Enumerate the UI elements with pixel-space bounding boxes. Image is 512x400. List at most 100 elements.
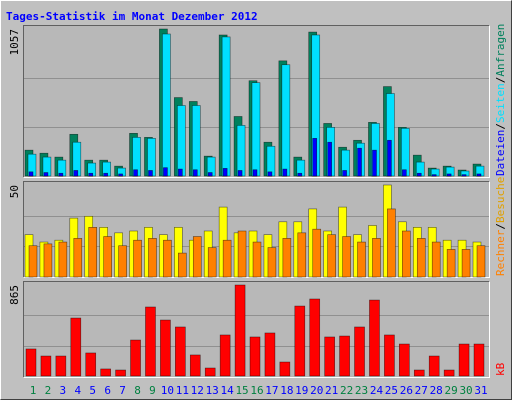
bar: [28, 171, 34, 177]
bar: [431, 174, 437, 177]
legend-separator: /: [494, 223, 507, 230]
legend-separator: /: [494, 123, 507, 130]
bar: [384, 334, 395, 377]
x-tick-label: 7: [119, 384, 126, 397]
bar: [118, 245, 127, 278]
bar: [267, 171, 273, 177]
bar: [163, 239, 172, 278]
chart-title: Tages-Statistik im Monat Dezember 2012: [6, 10, 258, 23]
bar: [252, 169, 258, 177]
bar: [55, 355, 67, 377]
bar: [58, 172, 64, 177]
bar: [163, 167, 168, 177]
y-tick-label: 50: [8, 185, 21, 198]
bar: [324, 336, 335, 377]
bar: [189, 354, 201, 377]
bar: [461, 249, 471, 278]
bar: [297, 232, 307, 278]
x-tick-label: 21: [325, 384, 338, 397]
legend-separator: /: [494, 77, 507, 84]
bar: [249, 336, 261, 377]
x-tick-label: 19: [295, 384, 308, 397]
x-tick-label: 13: [206, 384, 219, 397]
bar: [251, 82, 261, 177]
bar: [267, 247, 277, 278]
bar: [282, 238, 292, 278]
panel-bevel-dark: [23, 181, 490, 278]
bar: [357, 241, 366, 278]
bar: [387, 139, 392, 177]
bar: [207, 247, 217, 278]
bar: [191, 105, 201, 177]
bar: [327, 234, 336, 278]
bar: [204, 367, 216, 377]
bar: [85, 352, 97, 377]
x-tick-label: 22: [340, 384, 353, 397]
x-tick-label: 14: [221, 384, 235, 397]
bar: [369, 299, 380, 377]
bar: [73, 238, 83, 278]
legend-entry: Rechner: [494, 229, 507, 276]
bar: [297, 172, 303, 177]
bar: [294, 305, 306, 377]
y-tick-label: 865: [8, 285, 21, 305]
bar: [282, 168, 288, 177]
bar: [130, 339, 141, 377]
x-tick-label: 2: [45, 384, 52, 397]
legend: Dateien/Seiten/Anfragen: [494, 24, 507, 176]
bar: [162, 33, 171, 177]
x-tick-label: 12: [191, 384, 204, 397]
bar: [387, 208, 396, 278]
bar: [103, 172, 108, 177]
panel-bevel-dark: [23, 25, 490, 178]
bar: [446, 173, 452, 177]
bar: [342, 170, 347, 177]
bar: [446, 249, 456, 278]
bar: [309, 298, 321, 377]
y-tick-label: 1057: [8, 29, 21, 56]
bar: [342, 236, 351, 278]
bar: [252, 241, 262, 278]
bar: [416, 172, 422, 177]
bar: [133, 239, 142, 278]
x-tick-label: 1: [30, 384, 37, 397]
bar: [354, 326, 365, 377]
bar: [399, 343, 410, 377]
x-tick-label: 5: [89, 384, 96, 397]
legend-entry: Seiten: [494, 83, 507, 123]
x-tick-label: 24: [370, 384, 384, 397]
bar: [237, 170, 243, 177]
bar: [372, 149, 377, 177]
bar: [401, 127, 410, 177]
panel-bevel-light: [23, 25, 490, 178]
panel-bevel-light: [23, 281, 490, 378]
x-tick-label: 9: [149, 384, 156, 397]
bar: [70, 317, 82, 377]
bar: [133, 169, 138, 177]
legend-entry: kB: [494, 362, 507, 376]
bar: [476, 173, 482, 177]
bar: [148, 170, 153, 177]
bar: [221, 36, 231, 177]
bar: [40, 355, 52, 377]
bar: [431, 241, 441, 278]
bar: [58, 241, 68, 278]
bar: [416, 238, 426, 278]
x-tick-label: 25: [385, 384, 398, 397]
bar: [148, 238, 157, 278]
legend-entry: Dateien: [494, 130, 507, 176]
bar: [279, 361, 291, 377]
bar: [103, 236, 112, 278]
bar: [473, 343, 485, 377]
legend-entry: Besuche: [494, 177, 507, 223]
bar: [178, 168, 183, 177]
bar: [219, 334, 231, 377]
bar: [115, 369, 126, 377]
x-tick-label: 16: [250, 384, 263, 397]
bar: [192, 169, 198, 177]
bar: [25, 348, 37, 377]
bar: [237, 230, 247, 278]
bar: [476, 245, 486, 278]
x-tick-label: 4: [74, 384, 81, 397]
